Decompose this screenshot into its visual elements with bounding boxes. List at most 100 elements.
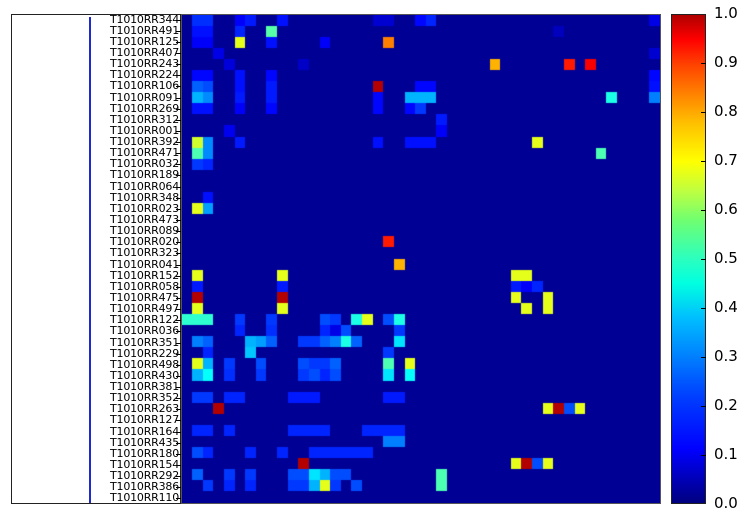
row-label: T1010RR125	[110, 34, 179, 48]
axis-tick	[176, 108, 181, 110]
axis-tick	[176, 242, 181, 244]
row-label: T1010RR180	[110, 446, 179, 460]
axis-tick	[176, 431, 181, 433]
row-label: T1010RR344	[110, 12, 179, 26]
colorbar-tick-label: 0.4	[714, 298, 738, 316]
colorbar-tick	[701, 63, 706, 64]
axis-tick	[176, 208, 181, 210]
axis-tick	[176, 197, 181, 199]
colorbar-tick-label: 0.2	[714, 396, 738, 414]
axis-tick	[176, 64, 181, 66]
colorbar-tick-label: 0.8	[714, 102, 738, 120]
row-label: T1010RR392	[110, 135, 179, 149]
row-dendrogram-panel	[11, 14, 181, 504]
axis-tick	[176, 387, 181, 389]
row-label: T1010RR351	[110, 335, 179, 349]
axis-tick	[176, 52, 181, 54]
heatmap-row-ticks	[176, 14, 182, 504]
row-label: T1010RR348	[110, 190, 179, 204]
axis-tick	[176, 353, 181, 355]
row-label: T1010RR473	[110, 213, 179, 227]
row-label: T1010RR036	[110, 324, 179, 338]
row-label: T1010RR475	[110, 290, 179, 304]
row-label: T1010RR263	[110, 402, 179, 416]
axis-tick	[176, 75, 181, 77]
axis-tick	[176, 453, 181, 455]
axis-tick	[176, 342, 181, 344]
axis-tick	[176, 275, 181, 277]
colorbar-tick	[701, 455, 706, 456]
axis-tick	[176, 264, 181, 266]
row-label: T1010RR430	[110, 368, 179, 382]
axis-tick	[176, 487, 181, 489]
row-label: T1010RR041	[110, 257, 179, 271]
row-label: T1010RR122	[110, 313, 179, 327]
colorbar-tick	[701, 112, 706, 113]
row-label: T1010RR471	[110, 146, 179, 160]
axis-tick	[176, 164, 181, 166]
heatmap-plot-area[interactable]	[181, 14, 661, 504]
row-label: T1010RR089	[110, 224, 179, 238]
row-label: T1010RR224	[110, 68, 179, 82]
colorbar-tick-label: 0.1	[714, 445, 738, 463]
axis-tick	[176, 86, 181, 88]
colorbar-tick	[701, 210, 706, 211]
row-label: T1010RR312	[110, 112, 179, 126]
row-label: T1010RR152	[110, 268, 179, 282]
row-label: T1010RR064	[110, 179, 179, 193]
row-label: T1010RR154	[110, 458, 179, 472]
axis-tick	[176, 30, 181, 32]
row-label: T1010RR127	[110, 413, 179, 427]
axis-tick	[176, 253, 181, 255]
colorbar-tick-label: 0.5	[714, 249, 738, 267]
row-label: T1010RR229	[110, 346, 179, 360]
colorbar-tick-label: 0.9	[714, 53, 738, 71]
colorbar-tick	[701, 259, 706, 260]
axis-tick	[176, 153, 181, 155]
axis-tick	[176, 331, 181, 333]
dendrogram-line	[89, 17, 91, 503]
axis-tick	[176, 231, 181, 233]
row-label: T1010RR243	[110, 57, 179, 71]
row-label: T1010RR498	[110, 357, 179, 371]
axis-tick	[176, 309, 181, 311]
row-label: T1010RR164	[110, 424, 179, 438]
axis-tick	[176, 186, 181, 188]
axis-tick	[176, 476, 181, 478]
heatmap-canvas[interactable]	[182, 15, 660, 503]
axis-tick	[176, 286, 181, 288]
row-label: T1010RR023	[110, 201, 179, 215]
axis-tick	[176, 130, 181, 132]
row-label-axis: T1010RR344 T1010RR491 T1010RR125 T1010RR407…	[80, 14, 181, 504]
axis-tick	[176, 442, 181, 444]
row-label: T1010RR381	[110, 380, 179, 394]
axis-tick	[176, 465, 181, 467]
row-label: T1010RR091	[110, 90, 179, 104]
row-label: T1010RR386	[110, 480, 179, 494]
row-label: T1010RR106	[110, 79, 179, 93]
row-label: T1010RR110	[110, 491, 179, 505]
axis-tick	[176, 142, 181, 144]
colorbar-gradient	[672, 15, 705, 503]
axis-tick	[176, 398, 181, 400]
row-label: T1010RR292	[110, 469, 179, 483]
row-label: T1010RR497	[110, 302, 179, 316]
row-label: T1010RR269	[110, 101, 179, 115]
colorbar-tick	[701, 406, 706, 407]
row-label: T1010RR435	[110, 435, 179, 449]
axis-tick	[176, 375, 181, 377]
row-label: T1010RR352	[110, 391, 179, 405]
colorbar-tick	[701, 308, 706, 309]
axis-tick	[176, 498, 181, 500]
axis-tick	[176, 297, 181, 299]
row-label: T1010RR020	[110, 235, 179, 249]
row-label: T1010RR032	[110, 157, 179, 171]
row-label: T1010RR407	[110, 45, 179, 59]
row-label: T1010RR189	[110, 168, 179, 182]
axis-tick	[176, 420, 181, 422]
colorbar-bar[interactable]	[671, 14, 706, 504]
row-label: T1010RR323	[110, 246, 179, 260]
colorbar-tick-label: 0.6	[714, 200, 738, 218]
axis-tick	[176, 41, 181, 43]
